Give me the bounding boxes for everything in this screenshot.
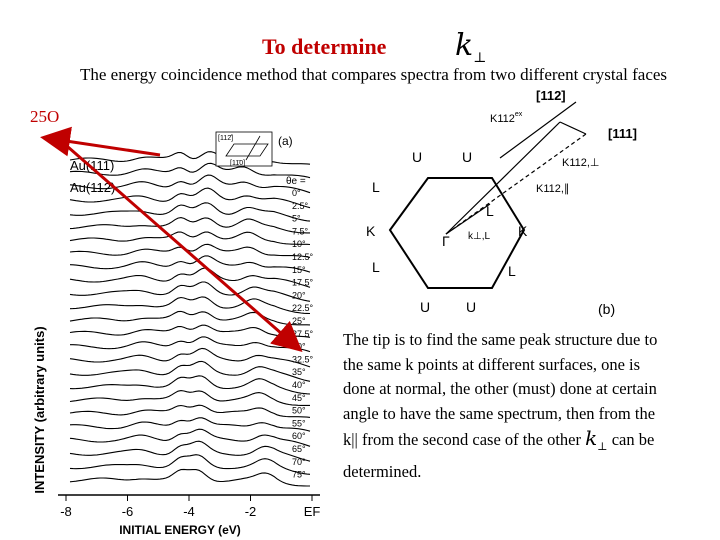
x-tick-label: EF	[304, 504, 321, 519]
spectra-figure: INTENSITY (arbitrary units) INITIAL ENER…	[32, 131, 320, 537]
label-k1: K	[366, 223, 376, 239]
theta-label: 32.5°	[292, 354, 314, 364]
label-k2: K	[518, 223, 528, 239]
spectrum-curve	[69, 296, 311, 315]
label-l1: L	[372, 179, 380, 195]
spectrum-curve	[69, 440, 311, 462]
theta-label: 27.5°	[292, 329, 314, 339]
spectrum-curve	[69, 324, 311, 338]
theta-label: 20°	[292, 290, 306, 300]
note-text-1: The tip is to find the same peak structu…	[343, 330, 658, 449]
label-u1: U	[412, 149, 422, 165]
k-perp-inline-symbol: k⊥	[585, 426, 608, 453]
x-tick-group: -8 -6 -4 -2 EF	[60, 495, 320, 519]
spectrum-curve	[69, 347, 311, 368]
theta-label: 15°	[292, 265, 306, 275]
theta-label: 65°	[292, 444, 306, 454]
slide-subtitle: The energy coincidence method that compa…	[80, 65, 668, 84]
theta-label: 50°	[292, 406, 306, 416]
x-tick-label: -8	[60, 504, 72, 519]
theta-label: 5°	[292, 214, 301, 224]
legend-au112: Au(112)	[70, 180, 115, 195]
crystal-inset: [112̄] [11̄0]	[215, 131, 273, 167]
inset-label-110: [11̄0]	[230, 160, 245, 167]
theta-label: 75°	[292, 470, 306, 480]
perp-subscript: ⊥	[473, 50, 487, 66]
k-inline-letter: k	[585, 426, 598, 450]
theta-label: 25°	[292, 316, 306, 326]
label-u2: U	[462, 149, 472, 165]
theta-label: 70°	[292, 457, 306, 467]
label-l4: L	[508, 263, 516, 279]
note-text-2: can be determined.	[343, 430, 655, 481]
theta-labels: 0° 2.5° 5° 7.5° 10° 12.5° 15° 17.5° 20° 22.5° 25° 2…	[292, 188, 314, 480]
spectrum-curve	[69, 281, 311, 302]
spectrum-curve	[69, 217, 310, 234]
spectrum-curve	[69, 267, 311, 288]
theta-label: 2.5°	[292, 201, 309, 211]
theta-label: 40°	[292, 380, 306, 390]
spectrum-curve	[69, 231, 311, 246]
label-112: [112]	[536, 88, 566, 103]
label-111: [111]	[608, 126, 637, 141]
theta-label: 7.5°	[292, 226, 309, 236]
theta-label: 45°	[292, 393, 306, 403]
label-u4: U	[466, 299, 476, 315]
theta-label: 60°	[292, 431, 306, 441]
inset-label-112: [112̄]	[218, 135, 233, 142]
panel-label-b: (b)	[598, 301, 615, 317]
k-letter: k	[455, 28, 474, 63]
spectrum-curve	[69, 454, 311, 475]
perp-inline-subscript: ⊥	[597, 440, 608, 453]
hexagon-zone	[388, 177, 526, 289]
label-k-perp: k⊥,L	[468, 231, 490, 242]
spectrum-curve	[69, 360, 311, 382]
spectrum-curve	[69, 243, 311, 258]
spectrum-curve	[69, 404, 311, 418]
spectrum-curve	[69, 468, 310, 487]
spectrum-curve	[70, 336, 311, 353]
label-u3: U	[420, 299, 430, 315]
label-l2: L	[372, 259, 380, 275]
theta-label: 55°	[292, 418, 306, 428]
theta-label: 0°	[292, 188, 301, 198]
label-kex112-par: K112,∥	[536, 183, 569, 195]
x-tick-label: -6	[122, 504, 134, 519]
x-axis-label: INITIAL ENERGY (eV)	[119, 523, 241, 537]
x-tick-label: -4	[183, 504, 195, 519]
spectrum-curve	[69, 375, 311, 395]
brillouin-zone-figure: U U U U L L K K Γ L L k⊥,L [111] [112] K…	[366, 88, 637, 317]
spectrum-curves	[69, 151, 311, 487]
slide-title: To determine	[262, 34, 387, 59]
x-tick-label: -2	[245, 504, 257, 519]
theta-label: 35°	[292, 367, 306, 377]
label-l3: L	[486, 203, 494, 219]
angle-label: 25O	[30, 107, 60, 126]
explanation-note: The tip is to find the same peak structu…	[343, 328, 673, 484]
spectrum-curve	[69, 390, 310, 406]
theta-label: 30°	[292, 342, 306, 352]
spectrum-curve	[69, 202, 311, 222]
spectrum-curve	[69, 417, 311, 432]
theta-header: θe =	[286, 176, 306, 187]
spectrum-curve	[69, 255, 311, 273]
theta-label: 17.5°	[292, 278, 314, 288]
label-kex112: K112ex	[490, 111, 523, 125]
spectrum-curve	[69, 428, 311, 447]
k-perp-symbol: k⊥	[455, 28, 486, 66]
theta-label: 10°	[292, 239, 306, 249]
label-kex112-perp: K112,⊥	[562, 157, 600, 169]
theta-label: 12.5°	[292, 252, 314, 262]
label-gamma: Γ	[442, 233, 450, 249]
legend-au111: Au(111)	[70, 158, 114, 173]
theta-label: 22.5°	[292, 303, 314, 313]
panel-label-a: (a)	[278, 134, 293, 148]
spectrum-curve	[69, 310, 311, 326]
y-axis-label: INTENSITY (arbitrary units)	[32, 326, 47, 493]
